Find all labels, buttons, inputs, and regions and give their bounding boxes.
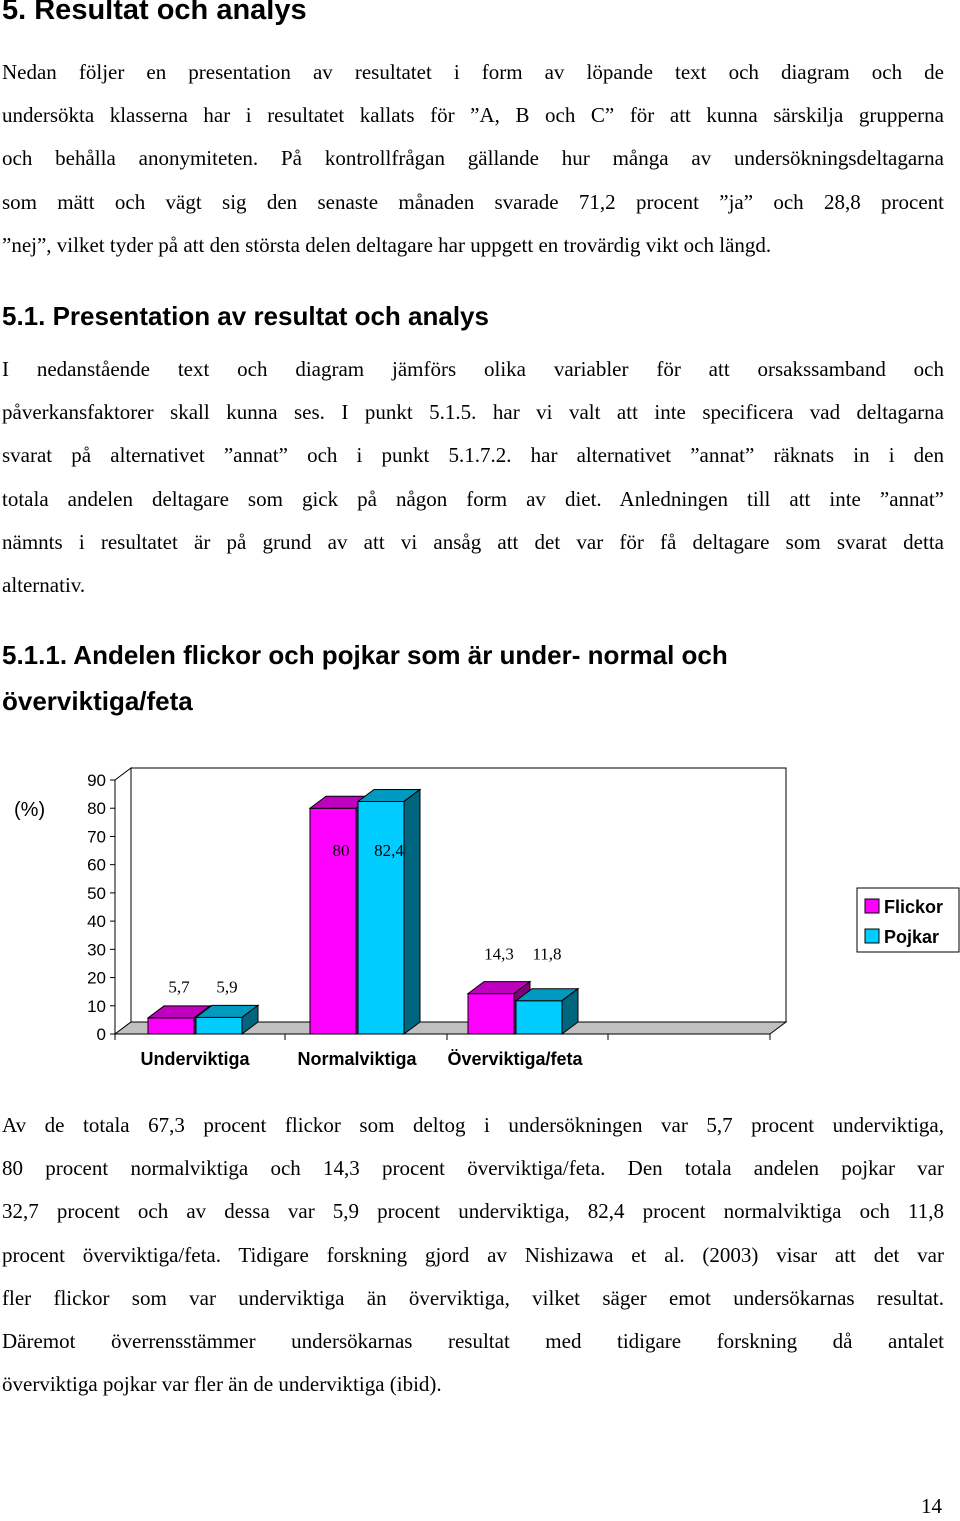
bar-data-label: 14,3 xyxy=(484,944,514,963)
legend-label-flickor: Flickor xyxy=(884,897,943,917)
bar-pojkar xyxy=(357,800,405,1035)
y-tick-label: 90 xyxy=(87,771,106,790)
category-label: Normalviktiga xyxy=(297,1049,417,1069)
legend-swatch-pojkar xyxy=(864,928,880,944)
method-line: I nedanstående text och diagram jämförs … xyxy=(2,357,944,381)
subsection-heading-line2: överviktiga/feta xyxy=(2,686,193,716)
legend-label-pojkar: Pojkar xyxy=(884,927,939,947)
intro-line: ”nej”, vilket tyder på att den största d… xyxy=(2,232,772,257)
method-line: nämnts i resultatet är på grund av att v… xyxy=(2,529,944,554)
y-tick-label: 20 xyxy=(87,969,106,988)
y-tick-label: 70 xyxy=(87,827,106,846)
results-line: överviktiga pojkar var fler än de underv… xyxy=(2,1372,442,1397)
results-line: Däremot överrensstämmer undersökarnas re… xyxy=(2,1329,944,1354)
bar-data-label: 5,9 xyxy=(216,978,237,997)
bar-pojkar xyxy=(515,1000,563,1035)
category-label: Överviktiga/feta xyxy=(447,1049,583,1069)
intro-paragraph: Nedan följer en presentation av resultat… xyxy=(2,51,944,267)
method-line: påverkansfaktorer skall kunna ses. I pun… xyxy=(2,400,944,425)
y-tick-label: 50 xyxy=(87,884,106,903)
results-line: 32,7 procent och av dessa var 5,9 procen… xyxy=(2,1199,944,1224)
bar-side-pojkar xyxy=(561,987,579,1035)
section-heading: 5.1. Presentation av resultat och analys xyxy=(2,301,489,331)
intro-line: som mätt och vägt sig den senaste månade… xyxy=(2,189,944,214)
method-line: totala andelen deltagare som gick på någ… xyxy=(2,486,944,511)
results-paragraph: Av de totala 67,3 procent flickor som de… xyxy=(2,1104,944,1406)
chart-side-wall xyxy=(114,767,132,1035)
method-line: alternativ. xyxy=(2,573,86,598)
y-tick-label: 60 xyxy=(87,856,106,875)
bar-data-label: 80 xyxy=(333,841,350,860)
main-heading: 5. Resultat och analys xyxy=(2,0,307,26)
subsection-heading-line1: 5.1.1. Andelen flickor och pojkar som är… xyxy=(2,640,728,670)
y-tick-label: 10 xyxy=(87,997,106,1016)
results-line: 80 procent normalviktiga och 14,3 procen… xyxy=(2,1156,944,1181)
bar-side-pojkar xyxy=(241,1004,259,1035)
y-tick-label: 30 xyxy=(87,940,106,959)
bar-data-label: 5,7 xyxy=(168,978,190,997)
bar-flickor xyxy=(309,807,357,1035)
results-line: procent överviktiga/feta. Tidigare forsk… xyxy=(2,1242,944,1267)
y-tick-label: 80 xyxy=(87,799,106,818)
intro-line: undersökta klasserna har i resultatet ka… xyxy=(2,103,944,128)
category-label: Underviktiga xyxy=(140,1049,250,1069)
legend-swatch-flickor xyxy=(864,898,880,914)
bar-chart: 0 10 20 30 40 50 60 70 80 90 (%) 5,7 5,9 Underviktiga… xyxy=(14,767,960,1069)
bar-flickor xyxy=(147,1017,195,1035)
page-number: 14 xyxy=(921,1494,942,1518)
results-line: Av de totala 67,3 procent flickor som de… xyxy=(2,1113,944,1137)
y-axis-label: (%) xyxy=(14,799,45,821)
bar-flickor xyxy=(467,993,515,1035)
intro-line: och behålla anonymiteten. På kontrollfrå… xyxy=(2,146,944,171)
bar-data-label: 11,8 xyxy=(532,944,561,963)
method-line: svarat på alternativet ”annat” och i pun… xyxy=(2,443,944,468)
subsection-heading: 5.1.1. Andelen flickor och pojkar som är… xyxy=(2,632,728,724)
intro-line: Nedan följer en presentation av resultat… xyxy=(2,60,944,84)
y-tick-label: 40 xyxy=(87,912,106,931)
bar-data-label: 82,4 xyxy=(374,841,404,860)
y-tick-label: 0 xyxy=(97,1025,106,1044)
results-line: fler flickor som var underviktiga än öve… xyxy=(2,1285,944,1310)
bar-pojkar xyxy=(195,1016,243,1035)
bar-side-pojkar xyxy=(403,788,421,1035)
method-paragraph: I nedanstående text och diagram jämförs … xyxy=(2,348,944,607)
